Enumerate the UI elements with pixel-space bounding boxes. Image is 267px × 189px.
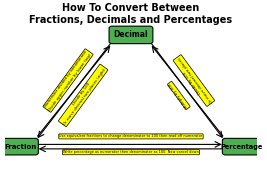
Text: Use equivalent fractions to change denominator to 100 then read off numerator: Use equivalent fractions to change denom… (59, 134, 203, 138)
Text: Divide by 100
Or move decimal two places (right): Divide by 100 Or move decimal two places… (59, 65, 107, 126)
Text: Numerator divided by denominator
Divide upper number by lower (top): Numerator divided by denominator Divide … (44, 50, 92, 112)
Text: How To Convert Between
Fractions, Decimals and Percentages: How To Convert Between Fractions, Decima… (29, 3, 233, 25)
FancyBboxPatch shape (222, 138, 261, 155)
Text: Decimal: Decimal (114, 30, 148, 40)
FancyBboxPatch shape (2, 138, 38, 155)
Text: Percentage: Percentage (221, 144, 263, 150)
Text: Divide by 100
Or move decimal two places: Divide by 100 Or move decimal two places (174, 55, 214, 106)
Text: Multiply by 100: Multiply by 100 (168, 82, 189, 109)
Text: Fraction: Fraction (4, 144, 36, 150)
Text: Write percentage as numerator then denominator as 100. Now cancel down: Write percentage as numerator then denom… (63, 150, 199, 154)
FancyBboxPatch shape (109, 26, 153, 44)
